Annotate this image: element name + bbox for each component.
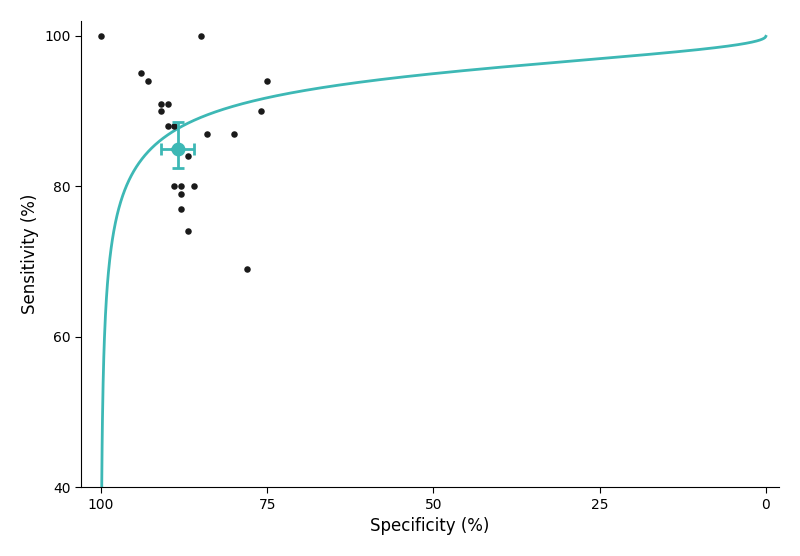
Point <box>254 107 267 116</box>
Point <box>154 99 167 108</box>
Point <box>201 129 214 138</box>
Point <box>194 32 207 41</box>
Point <box>181 152 194 161</box>
Point <box>174 205 187 214</box>
Point <box>174 182 187 191</box>
Point <box>181 227 194 236</box>
Point <box>168 122 181 131</box>
Point <box>94 32 107 41</box>
Point <box>134 69 147 78</box>
Point <box>241 265 254 274</box>
Point <box>168 182 181 191</box>
Point <box>188 182 201 191</box>
Point <box>161 122 174 131</box>
X-axis label: Specificity (%): Specificity (%) <box>370 517 490 535</box>
Point <box>168 144 181 153</box>
Point <box>174 190 187 198</box>
Point <box>142 77 154 86</box>
Point <box>161 99 174 108</box>
Point <box>228 129 241 138</box>
Y-axis label: Sensitivity (%): Sensitivity (%) <box>21 194 39 314</box>
Point <box>154 107 167 116</box>
Point <box>261 77 274 86</box>
